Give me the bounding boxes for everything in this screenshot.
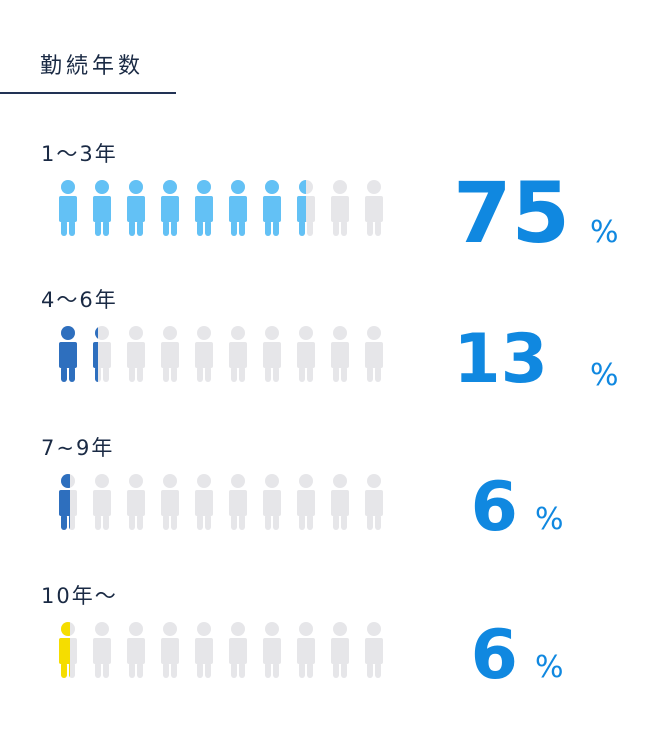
person-icon-fill [93, 180, 111, 236]
person-icon-fill [263, 180, 281, 236]
person-icons-row [59, 622, 383, 678]
person-icon [195, 180, 213, 236]
person-icon [93, 474, 111, 530]
person-icon [331, 474, 349, 530]
percent-sign: % [535, 650, 564, 685]
person-icon [297, 474, 315, 530]
person-icon [93, 326, 111, 382]
person-icon [59, 326, 77, 382]
person-icon [263, 474, 281, 530]
person-icon [127, 180, 145, 236]
person-icon [263, 326, 281, 382]
person-icon [127, 474, 145, 530]
person-icon [93, 180, 111, 236]
person-icons-row [59, 180, 383, 236]
person-icon [331, 326, 349, 382]
person-icon [229, 622, 247, 678]
percent-sign: % [535, 502, 564, 537]
person-icon [161, 622, 179, 678]
person-icon-fill [297, 180, 306, 236]
person-icon-fill [161, 180, 179, 236]
person-icon [263, 180, 281, 236]
person-icon [195, 474, 213, 530]
row-1-3-years: 1〜3年 75 % [0, 138, 670, 268]
person-icon-fill [229, 180, 247, 236]
person-icon [59, 180, 77, 236]
person-icon-fill [59, 622, 70, 678]
person-icons-row [59, 326, 383, 382]
person-icon [331, 622, 349, 678]
title-underline: 勤続年数 [0, 40, 176, 94]
person-icon [365, 180, 383, 236]
person-icon [195, 326, 213, 382]
person-icon-fill [93, 327, 98, 382]
person-icon [229, 326, 247, 382]
row-label: 10年〜 [41, 584, 118, 608]
person-icon [229, 180, 247, 236]
person-icon [127, 326, 145, 382]
person-icon [195, 622, 213, 678]
person-icon [263, 622, 281, 678]
person-icon [297, 326, 315, 382]
chart-title: 勤続年数 [40, 54, 145, 79]
person-icon [331, 180, 349, 236]
person-icon-fill [59, 474, 70, 530]
percent-sign: % [590, 358, 619, 393]
person-icon [229, 474, 247, 530]
person-icon-fill [195, 180, 213, 236]
person-icons-row [59, 474, 383, 530]
person-icon [297, 622, 315, 678]
row-10-years-plus: 10年〜 6 % [0, 580, 670, 710]
row-label: 7~9年 [41, 436, 115, 460]
percentage-value: 6 [470, 468, 518, 547]
person-icon-fill [127, 180, 145, 236]
percent-sign: % [590, 215, 619, 250]
person-icon [365, 326, 383, 382]
percentage-value: 75 [453, 164, 570, 262]
percentage-value: 6 [470, 616, 518, 695]
row-7-9-years: 7~9年 6 % [0, 432, 670, 562]
row-label: 4〜6年 [41, 288, 118, 312]
person-icon-fill [59, 326, 77, 382]
person-icon [161, 474, 179, 530]
person-icon [297, 180, 315, 236]
person-icon [93, 622, 111, 678]
person-icon [59, 622, 77, 678]
person-icon [127, 622, 145, 678]
person-icon [365, 474, 383, 530]
row-label: 1〜3年 [41, 142, 118, 166]
percentage-value: 13 [453, 320, 548, 399]
person-icon [59, 474, 77, 530]
person-icon [161, 326, 179, 382]
person-icon-fill [59, 180, 77, 236]
row-4-6-years: 4〜6年 13 % [0, 284, 670, 414]
person-icon [365, 622, 383, 678]
person-icon [161, 180, 179, 236]
